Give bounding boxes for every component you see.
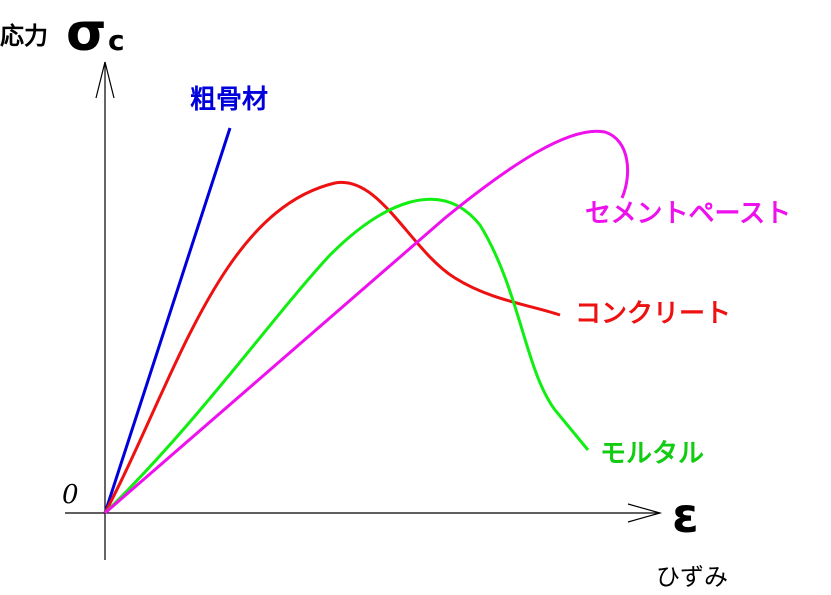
- y-subscript: c: [108, 24, 125, 57]
- cement-paste-curve: [104, 129, 630, 515]
- x-axis-label: ひずみ: [656, 563, 728, 591]
- axes: [65, 61, 663, 560]
- x-arrow: [627, 503, 663, 523]
- curve-label: コンクリート: [575, 299, 731, 329]
- mortar-curve: [103, 197, 590, 515]
- coarse-aggregate-curve: [103, 127, 232, 514]
- y-arrow: [95, 61, 115, 99]
- x-symbol: ε: [672, 488, 699, 544]
- y-symbol: σ: [66, 3, 107, 63]
- curve-label: 粗骨材: [190, 85, 268, 115]
- curve-label: モルタル: [600, 439, 704, 469]
- origin-label: 0: [62, 480, 79, 510]
- curve-label: セメントペースト: [585, 199, 791, 229]
- concrete-curve: [103, 181, 561, 514]
- y-axis-label: 応力: [0, 22, 48, 50]
